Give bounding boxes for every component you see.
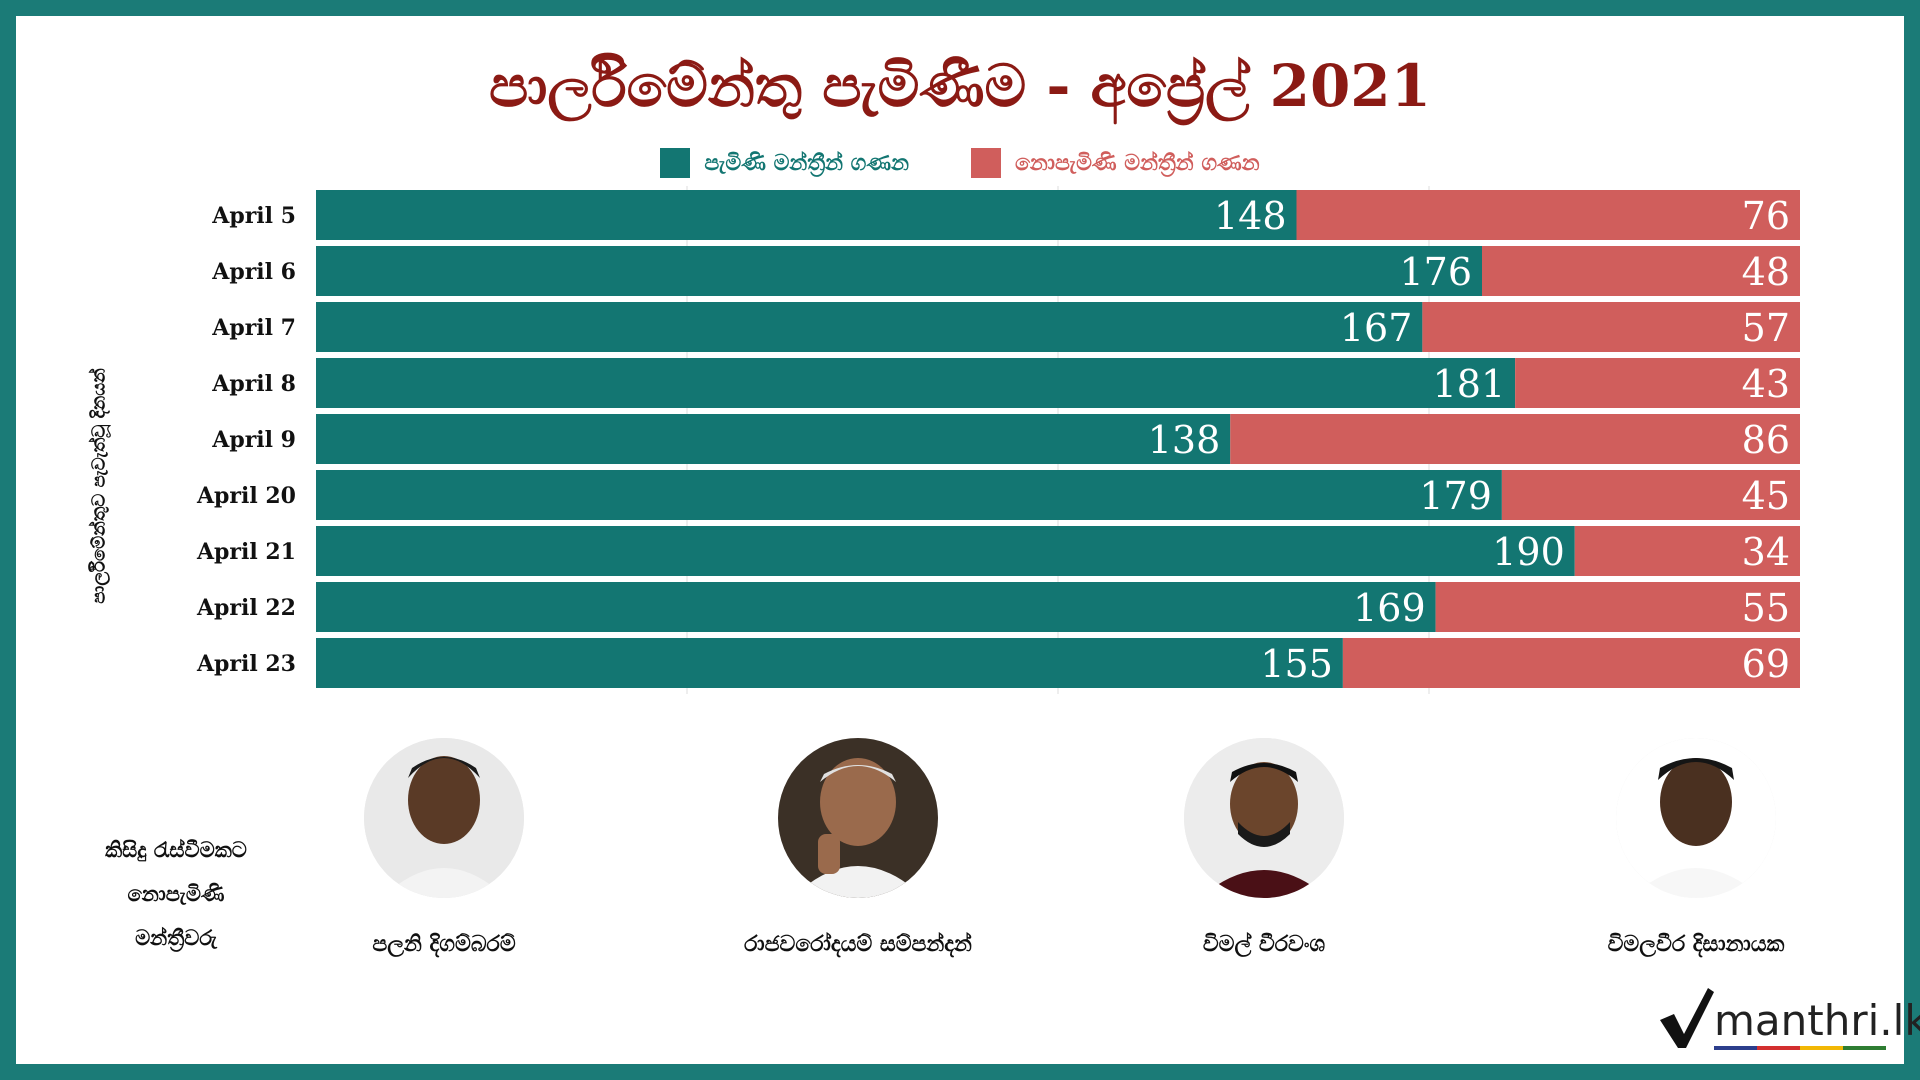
y-tick-label: April 23 <box>196 651 296 677</box>
data-label-present: 138 <box>1148 418 1221 462</box>
infographic-canvas: පාර්ලිමේන්තු පැමිණීම - අප්‍රේල් 2021 පැම… <box>16 16 1920 1064</box>
legend-label-absent: නොපැමිණි මන්ත්‍රීන් ගණන <box>1014 150 1260 176</box>
y-tick-label: April 7 <box>211 315 296 341</box>
legend-item-absent: නොපැමිණි මන්ත්‍රීන් ගණන <box>970 148 1260 178</box>
data-label-present: 179 <box>1419 474 1492 518</box>
member-photo <box>1184 738 1344 898</box>
member-photo <box>364 738 524 898</box>
data-label-absent: 55 <box>1742 586 1790 630</box>
manthri-logo: manthri.lk <box>1656 984 1920 1054</box>
bar-present <box>316 302 1423 352</box>
bar-present <box>316 582 1436 632</box>
bar-absent <box>1422 302 1800 352</box>
data-label-absent: 76 <box>1742 194 1790 238</box>
y-tick-label: April 21 <box>196 539 296 565</box>
member-name: විමලවීර දිසානායක <box>1607 932 1785 957</box>
data-label-present: 181 <box>1433 362 1506 406</box>
absent-heading-line-1: කිසිදු රැස්වීමකට <box>105 838 247 862</box>
attendance-bar-chart: April 5 148 76 April 6 176 48 April 7 167 57 Apri… <box>196 186 1800 694</box>
bar-present <box>316 246 1482 296</box>
bar-present <box>316 470 1502 520</box>
y-tick-label: April 6 <box>211 259 296 285</box>
checkmark-icon <box>1660 988 1714 1048</box>
legend-label-present: පැමිණි මන්ත්‍රීන් ගණන <box>704 150 909 176</box>
bar-absent <box>1230 414 1800 464</box>
bar-absent <box>1482 246 1800 296</box>
logo-underline-segment <box>1843 1046 1886 1050</box>
logo-underline-segment <box>1800 1046 1843 1050</box>
bar-absent <box>1296 190 1800 240</box>
bar-present <box>316 638 1343 688</box>
bar-present <box>316 190 1297 240</box>
logo-underline <box>1714 1046 1886 1050</box>
y-tick-label: April 20 <box>196 483 296 509</box>
bar-present <box>316 526 1575 576</box>
absent-member-4: විමලවීර දිසානායක <box>1526 738 1866 957</box>
bar-absent <box>1574 526 1800 576</box>
logo-underline-segment <box>1757 1046 1800 1050</box>
page-title: පාර්ලිමේන්තු පැමිණීම - අප්‍රේල් 2021 <box>488 52 1432 120</box>
member-name: රාජවරෝදයම් සම්පන්දන් <box>744 932 972 957</box>
data-label-present: 190 <box>1492 530 1565 574</box>
chart-legend: පැමිණි මන්ත්‍රීන් ගණන නොපැමිණි මන්ත්‍රීන… <box>16 148 1904 178</box>
logo-underline-segment <box>1714 1046 1757 1050</box>
data-label-absent: 48 <box>1742 250 1790 294</box>
data-label-present: 176 <box>1399 250 1472 294</box>
data-label-absent: 57 <box>1742 306 1790 350</box>
bar-present <box>316 358 1516 408</box>
bar-absent <box>1342 638 1800 688</box>
absent-heading-line-2: නොපැමිණි <box>127 882 225 906</box>
legend-swatch-present <box>660 148 691 178</box>
data-label-present: 169 <box>1353 586 1426 630</box>
bar-absent <box>1435 582 1800 632</box>
data-label-present: 167 <box>1340 306 1413 350</box>
member-name: පලනි දිගම්බරම් <box>372 932 516 957</box>
bar-present <box>316 414 1231 464</box>
member-photo <box>1616 738 1776 898</box>
y-tick-label: April 22 <box>196 595 296 621</box>
member-name: විමල් වීරවංශ <box>1202 932 1326 957</box>
data-label-present: 155 <box>1260 642 1333 686</box>
data-label-absent: 45 <box>1742 474 1790 518</box>
y-tick-label: April 8 <box>211 371 296 397</box>
data-label-absent: 43 <box>1742 362 1790 406</box>
y-tick-label: April 5 <box>211 203 296 229</box>
absent-heading-line-3: මන්ත්‍රීවරු <box>135 926 217 950</box>
bar-absent <box>1501 470 1800 520</box>
absent-members-heading: කිසිදු රැස්වීමකට නොපැමිණි මන්ත්‍රීවරු <box>56 828 296 960</box>
y-tick-label: April 9 <box>211 427 296 453</box>
logo-text: manthri.lk <box>1714 996 1920 1045</box>
member-photo <box>778 738 938 898</box>
bar-absent <box>1515 358 1800 408</box>
absent-member-3: විමල් වීරවංශ <box>1094 738 1434 957</box>
data-label-present: 148 <box>1214 194 1287 238</box>
absent-member-1: පලනි දිගම්බරම් <box>274 738 614 957</box>
legend-swatch-absent <box>970 148 1001 178</box>
absent-member-2: රාජවරෝදයම් සම්පන්දන් <box>688 738 1028 957</box>
data-label-absent: 86 <box>1742 418 1790 462</box>
legend-item-present: පැමිණි මන්ත්‍රීන් ගණන <box>660 148 909 178</box>
data-label-absent: 69 <box>1742 642 1790 686</box>
data-label-absent: 34 <box>1742 530 1790 574</box>
